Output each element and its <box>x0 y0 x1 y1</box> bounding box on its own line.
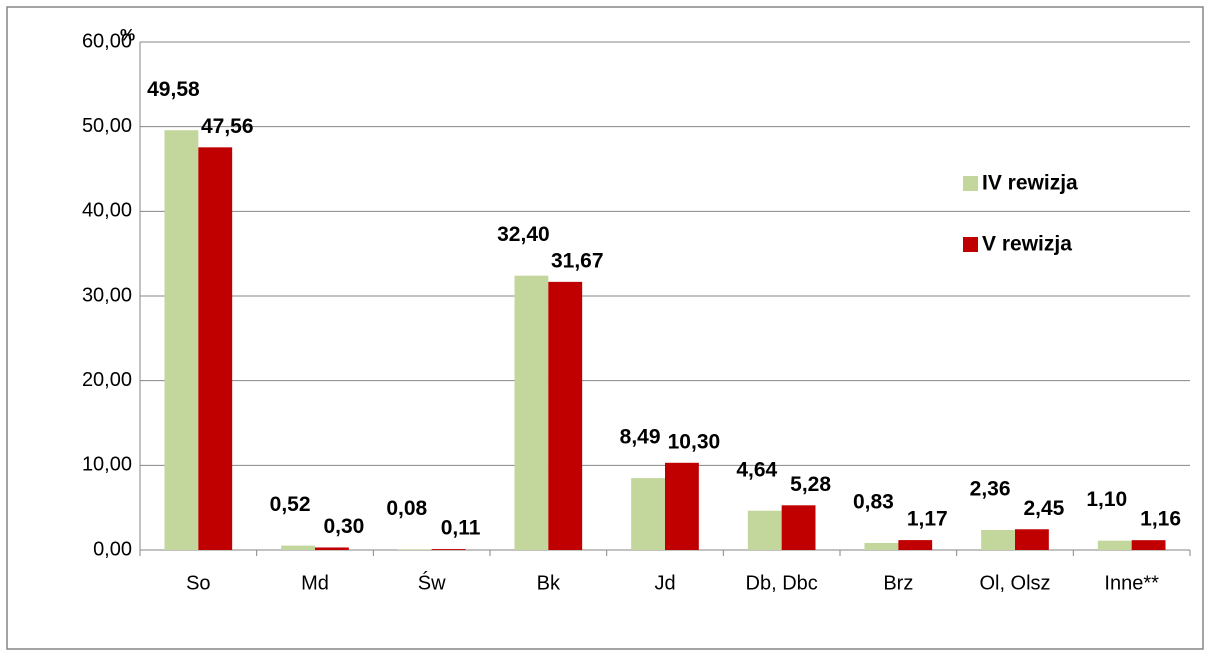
x-tick-label: Jd <box>654 572 675 594</box>
x-tick-label: Bk <box>537 572 561 594</box>
bar <box>665 462 699 550</box>
value-label: 2,45 <box>1023 497 1064 520</box>
bar <box>431 549 466 550</box>
value-label: 5,28 <box>790 473 831 496</box>
y-unit: % <box>120 25 135 44</box>
bar <box>747 510 782 550</box>
value-label: 1,16 <box>1140 508 1181 531</box>
bar <box>397 549 432 550</box>
value-label: 2,36 <box>970 478 1011 501</box>
value-label: 4,64 <box>736 458 777 481</box>
value-label: 0,52 <box>270 493 311 516</box>
value-label: 0,11 <box>441 517 481 540</box>
y-tick-label: 50,00 <box>82 115 132 137</box>
legend-label: V rewizja <box>982 233 1072 256</box>
y-tick-label: 40,00 <box>82 200 132 222</box>
value-label: 31,67 <box>551 249 604 272</box>
value-label: 0,08 <box>386 497 427 520</box>
x-tick-label: So <box>186 572 210 594</box>
bar <box>864 542 899 550</box>
bar <box>1097 540 1132 550</box>
bar <box>514 275 549 550</box>
bar <box>281 545 315 550</box>
y-tick-label: 60,00 <box>82 30 132 52</box>
x-tick-label: Brz <box>883 572 913 594</box>
legend-swatch <box>963 176 978 191</box>
y-tick-label: 10,00 <box>82 454 132 476</box>
x-tick-label: Db, Dbc <box>746 572 818 594</box>
value-label: 0,30 <box>323 515 364 538</box>
value-label: 32,40 <box>497 223 550 246</box>
bar <box>548 281 583 550</box>
y-tick-label: 20,00 <box>82 369 132 391</box>
y-tick-label: 30,00 <box>82 284 132 306</box>
value-label: 0,83 <box>853 491 894 514</box>
value-label: 1,10 <box>1086 488 1127 511</box>
x-tick-label: Św <box>418 570 446 594</box>
bar <box>781 505 816 550</box>
x-tick-label: Inne** <box>1104 572 1159 594</box>
value-label: 49,58 <box>147 78 200 101</box>
value-label: 8,49 <box>620 426 661 449</box>
value-label: 1,17 <box>907 508 948 531</box>
bar <box>631 478 665 550</box>
bar <box>1015 529 1049 550</box>
bar <box>1131 540 1166 550</box>
legend-swatch <box>963 237 978 252</box>
x-tick-label: Md <box>301 572 329 594</box>
value-label: 10,30 <box>668 430 721 453</box>
bar <box>981 530 1015 550</box>
bar <box>198 147 233 551</box>
y-tick-label: 0,00 <box>93 538 132 560</box>
bar <box>164 130 199 551</box>
x-tick-label: Ol, Olsz <box>979 572 1050 594</box>
bar <box>315 547 349 550</box>
value-label: 47,56 <box>201 115 254 138</box>
bar <box>898 540 933 550</box>
legend-label: IV rewizja <box>982 172 1078 195</box>
